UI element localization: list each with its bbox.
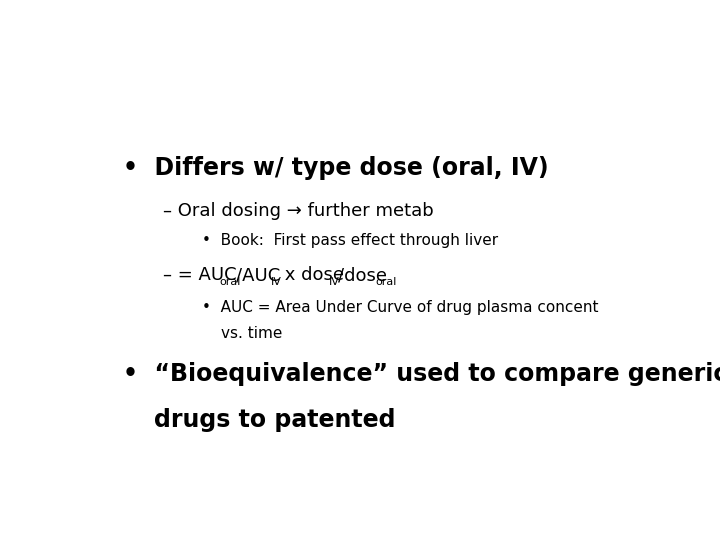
- Text: •  AUC = Area Under Curve of drug plasma concent: • AUC = Area Under Curve of drug plasma …: [202, 300, 598, 315]
- Text: oral: oral: [220, 277, 241, 287]
- Text: •  Differs w/ type dose (oral, IV): • Differs w/ type dose (oral, IV): [124, 156, 549, 180]
- Text: IV: IV: [329, 277, 340, 287]
- Text: x dose: x dose: [279, 266, 344, 285]
- Text: /AUC: /AUC: [236, 266, 280, 285]
- Text: drugs to patented: drugs to patented: [154, 408, 396, 432]
- Text: /dose: /dose: [338, 266, 387, 285]
- Text: •  “Bioequivalence” used to compare generic: • “Bioequivalence” used to compare gener…: [124, 362, 720, 386]
- Text: – Oral dosing → further metab: – Oral dosing → further metab: [163, 202, 433, 220]
- Text: •  Book:  First pass effect through liver: • Book: First pass effect through liver: [202, 233, 498, 248]
- Text: IV: IV: [271, 277, 282, 287]
- Text: oral: oral: [376, 277, 397, 287]
- Text: – = AUC: – = AUC: [163, 266, 236, 285]
- Text: vs. time: vs. time: [221, 326, 282, 341]
